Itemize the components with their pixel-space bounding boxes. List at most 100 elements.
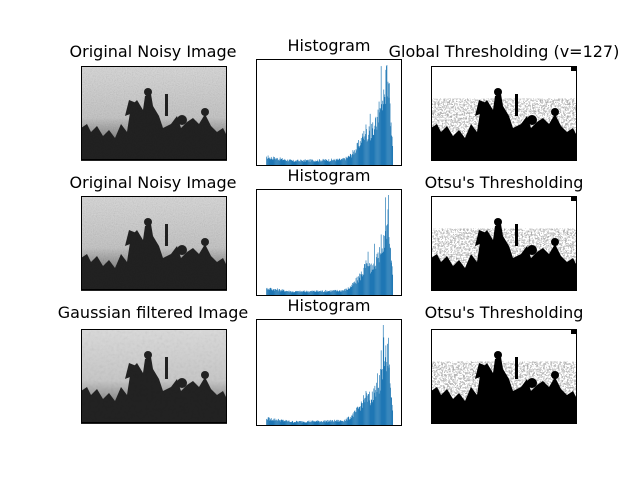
histogram-bar <box>364 264 366 296</box>
histogram-bar <box>285 160 286 166</box>
histogram-bar <box>328 291 330 296</box>
histogram-bar <box>266 287 268 296</box>
histogram-bar <box>345 291 346 296</box>
histogram-bar <box>321 160 323 166</box>
histogram-bar <box>317 290 319 296</box>
histogram-bar <box>319 160 321 166</box>
histogram-bar <box>355 412 356 426</box>
histogram-bar <box>367 266 368 296</box>
histogram-bar <box>299 421 300 426</box>
histogram-bar <box>392 146 394 166</box>
histogram-bar <box>321 291 322 296</box>
histogram-bar <box>392 274 394 296</box>
histogram-bar <box>363 274 364 296</box>
histogram-bar <box>287 291 289 296</box>
histogram-bar <box>379 247 380 296</box>
histogram-bar <box>320 161 321 166</box>
histogram-bar <box>304 159 306 166</box>
histogram-bar <box>337 158 339 166</box>
histogram-bar <box>338 291 340 296</box>
histogram-bar <box>290 291 291 296</box>
histogram-bar <box>302 421 304 426</box>
histogram-bar <box>323 291 325 296</box>
histogram-bar <box>304 421 306 426</box>
histogram-bar <box>293 422 295 426</box>
histogram-bar <box>270 156 272 166</box>
histogram-bar <box>377 252 379 296</box>
histogram-bar <box>340 420 342 426</box>
histogram-bar <box>370 263 372 296</box>
histogram-bar <box>286 420 288 426</box>
histogram-bar <box>356 150 357 166</box>
histogram-bar <box>305 422 307 426</box>
histogram-bar <box>281 158 283 166</box>
histogram-bar <box>366 263 367 296</box>
histogram-bar <box>391 135 392 166</box>
histogram-bar <box>389 247 391 296</box>
histogram-bar <box>316 161 318 166</box>
histogram-bar <box>286 290 287 296</box>
histogram-bar <box>319 291 320 296</box>
histogram-bar <box>347 156 349 166</box>
histogram-bar <box>336 289 338 296</box>
histogram-bar <box>343 290 345 296</box>
histogram-bar <box>315 421 317 426</box>
histogram-bar <box>289 422 291 426</box>
histogram-bar <box>291 422 292 426</box>
histogram-bar <box>377 387 379 426</box>
histogram-bar <box>390 397 392 426</box>
histogram-bar <box>318 291 319 296</box>
histogram-bar <box>269 158 271 166</box>
histogram-bar <box>351 155 353 166</box>
histogram-bar <box>329 290 331 296</box>
histogram-bar <box>347 158 348 166</box>
histogram-bar <box>316 291 318 296</box>
histogram-bar <box>344 289 345 296</box>
histogram-bar <box>278 160 279 166</box>
axes-layer: Original Noisy Image Histogram Global Thre… <box>58 36 619 426</box>
histogram-bar <box>357 282 359 296</box>
histogram-bar <box>359 273 361 296</box>
histogram-bar <box>276 159 277 166</box>
histogram-bar <box>364 402 366 426</box>
histogram-bar <box>314 291 316 296</box>
histogram-bar <box>311 421 312 426</box>
histogram-bar <box>369 391 370 426</box>
histogram-bar <box>335 420 336 426</box>
histogram-bar <box>382 369 384 426</box>
histogram-bar <box>376 126 377 166</box>
histogram-bar <box>270 418 272 426</box>
histogram-bar <box>282 159 284 166</box>
histogram-bar <box>352 150 354 166</box>
histogram-bar <box>340 290 342 296</box>
histogram-bar <box>356 143 358 166</box>
histogram-bar <box>307 420 308 426</box>
histogram-bar <box>332 421 334 426</box>
histogram-bar <box>322 291 324 296</box>
histogram-bar <box>368 394 369 426</box>
histogram-bar <box>272 156 274 166</box>
histogram-bar <box>361 274 363 296</box>
histogram-bar <box>291 160 292 166</box>
histogram-bar <box>337 291 339 296</box>
histogram-bar <box>302 422 303 426</box>
histogram-bar <box>355 278 357 296</box>
histogram-bar <box>311 159 313 166</box>
histogram-bar <box>377 116 378 166</box>
histogram-bar <box>355 149 357 166</box>
histogram-bar <box>375 268 377 296</box>
histogram-bar <box>376 392 378 426</box>
histogram-bar <box>344 419 345 426</box>
histogram-bar <box>388 83 389 166</box>
histogram-bar <box>362 407 364 426</box>
histogram-bar <box>335 158 337 166</box>
histogram-bar <box>283 160 285 166</box>
histogram-bar <box>350 419 352 426</box>
histogram-bar <box>277 160 279 166</box>
histogram-bar <box>346 289 348 296</box>
histogram-bar <box>324 421 325 426</box>
histogram-bar <box>285 419 287 426</box>
histogram-bar <box>297 159 299 166</box>
histogram-bar <box>333 158 335 166</box>
histogram-bar <box>301 422 302 426</box>
